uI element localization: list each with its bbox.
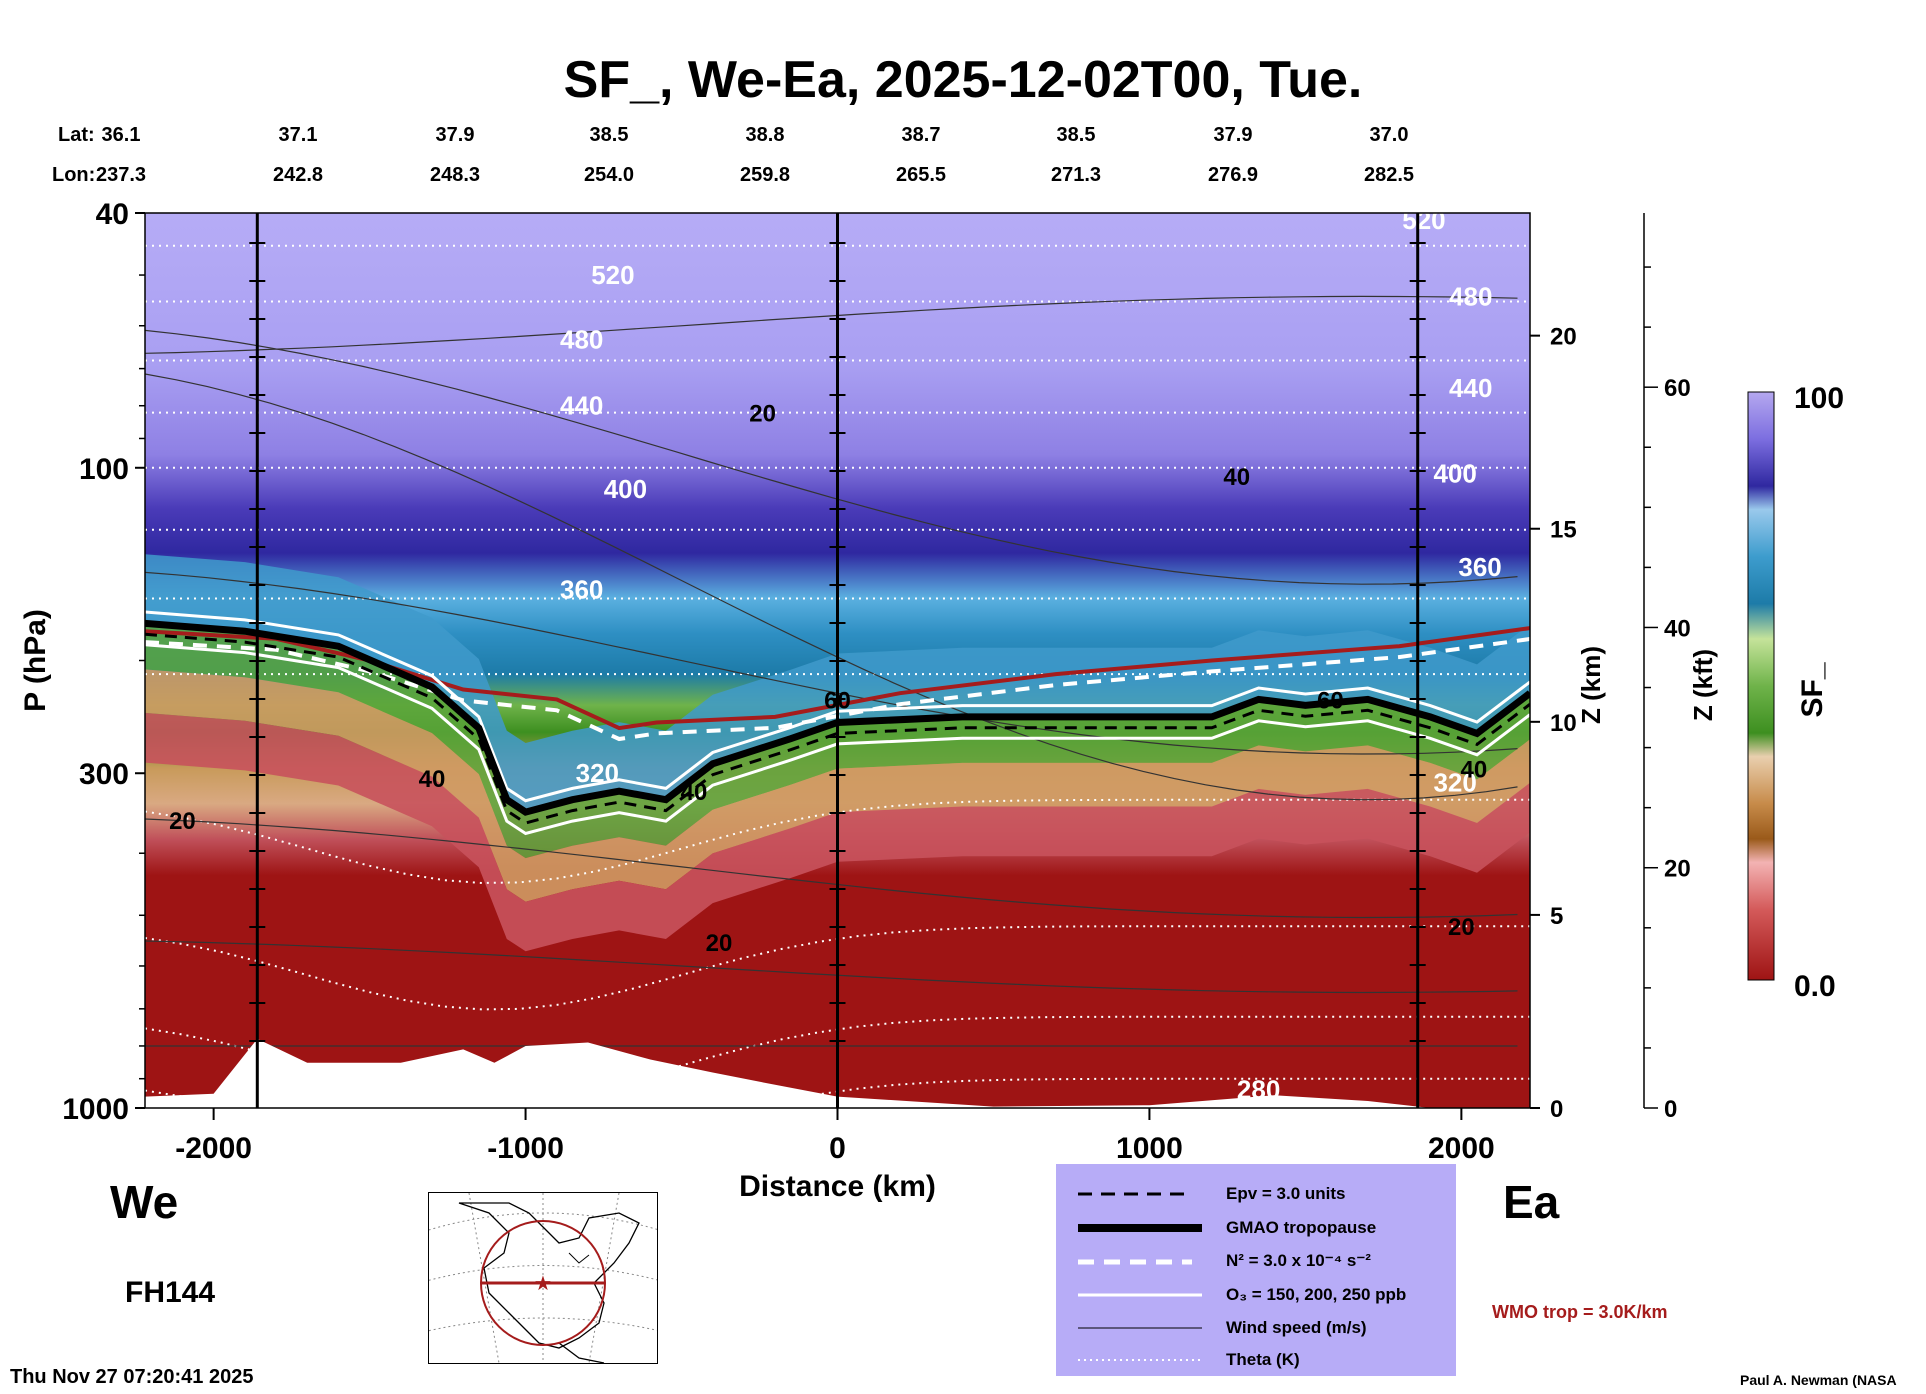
colorbar-min-label: 0.0: [1794, 970, 1836, 1003]
lat-value: 37.0: [1369, 124, 1409, 146]
wmo-trop-label: WMO trop = 3.0K/km: [1492, 1302, 1668, 1322]
forecast-hour: FH144: [125, 1276, 216, 1309]
wind-label: 20: [706, 930, 733, 957]
wind-label: 20: [749, 401, 776, 428]
legend-n2: N² = 3.0 x 10⁻⁴ s⁻²: [1226, 1251, 1371, 1270]
lat-value: 38.5: [1056, 124, 1096, 146]
wind-label: 40: [681, 779, 708, 806]
lon-value: 248.3: [429, 164, 481, 186]
theta-label: 480: [1449, 281, 1492, 311]
legend-swatches: [1078, 1192, 1202, 1361]
legend-gmao: GMAO tropopause: [1226, 1218, 1377, 1237]
lon-value: 242.8: [272, 164, 324, 186]
legend-epv: Epv = 3.0 units: [1226, 1184, 1346, 1203]
theta-label: 360: [560, 575, 603, 605]
lat-value: 38.5: [589, 124, 629, 146]
x-axis-label: Distance (km): [739, 1170, 936, 1203]
timestamp: Thu Nov 27 07:20:41 2025: [10, 1366, 254, 1388]
wind-contour: [145, 818, 1518, 919]
theta-label: 400: [604, 474, 647, 504]
z-km-axis-label: Z (km): [1576, 646, 1606, 724]
lon-value: 254.0: [583, 164, 635, 186]
colorbar-label: SF_: [1796, 662, 1829, 717]
legend: Epv = 3.0 units GMAO tropopause N² = 3.0…: [1056, 1164, 1456, 1376]
theta-label: 480: [560, 324, 603, 354]
inset-map: ★: [428, 1192, 658, 1364]
wind-label: 40: [419, 766, 446, 793]
wind-label: 60: [1317, 687, 1344, 714]
theta-label: 440: [560, 391, 603, 421]
lat-label: Lat:: [58, 124, 95, 146]
east-label: Ea: [1503, 1176, 1560, 1228]
x-tick-label: 2000: [1428, 1132, 1495, 1165]
y-tick-label: 1000: [62, 1093, 129, 1126]
theta-label: 320: [1433, 767, 1476, 797]
theta-label: 320: [576, 758, 619, 788]
z-kft-tick-label: 40: [1664, 615, 1691, 642]
lat-value: 38.8: [745, 124, 785, 146]
west-label: We: [110, 1176, 179, 1228]
svg-text:★: ★: [534, 1273, 552, 1295]
gmao-tropopause-line: [145, 619, 1530, 816]
lat-value: 37.1: [278, 124, 318, 146]
wind-label: 20: [169, 808, 196, 835]
z-kft-axis-label: Z (kft): [1688, 649, 1718, 721]
y-tick-label: 100: [79, 453, 129, 486]
z-kft-tick-label: 0: [1664, 1096, 1677, 1123]
wind-contour: [145, 373, 1518, 801]
z-km-tick-label: 0: [1550, 1096, 1563, 1123]
credit: Paul A. Newman (NASA: [1740, 1372, 1897, 1388]
lat-value: 37.9: [1213, 124, 1253, 146]
wind-contour: [145, 295, 1518, 354]
z-km-tick-label: 15: [1550, 517, 1577, 544]
ozone-line: [145, 643, 1530, 836]
y-tick-label: 300: [79, 758, 129, 791]
z-kft-tick-label: 20: [1664, 856, 1691, 883]
z-km-tick-label: 10: [1550, 710, 1577, 737]
colorbar-max-label: 100: [1794, 382, 1844, 415]
z-km-tick-label: 20: [1550, 324, 1577, 351]
epv-line: [145, 632, 1530, 825]
lon-value: 265.5: [895, 164, 947, 186]
lon-value: 271.3: [1050, 164, 1102, 186]
z-km-tick-label: 5: [1550, 903, 1563, 930]
ozone-line: [145, 610, 1530, 803]
x-tick-label: -1000: [487, 1132, 564, 1165]
y-tick-label: 40: [96, 198, 129, 231]
z-kft-tick-label: 60: [1664, 375, 1691, 402]
wind-label: 20: [1448, 914, 1475, 941]
theta-label: 520: [1402, 205, 1445, 235]
theta-label: 280: [1237, 1074, 1280, 1104]
chart-title: SF_, We-Ea, 2025-12-02T00, Tue.: [563, 51, 1363, 109]
lon-label: Lon:: [52, 164, 96, 186]
legend-o3: O₃ = 150, 200, 250 ppb: [1226, 1285, 1407, 1304]
wind-label: 40: [1223, 464, 1250, 491]
lat-value: 37.9: [435, 124, 475, 146]
x-tick-label: 1000: [1116, 1132, 1183, 1165]
theta-label: 440: [1449, 373, 1492, 403]
wind-contour: [145, 571, 1518, 755]
theta-label: 360: [1458, 552, 1501, 582]
wind-label: 40: [1460, 757, 1487, 784]
lon-value: 237.3: [95, 164, 147, 186]
legend-theta: Theta (K): [1226, 1350, 1300, 1369]
lon-value: 276.9: [1207, 164, 1259, 186]
legend-wind: Wind speed (m/s): [1226, 1318, 1367, 1337]
x-tick-label: 0: [829, 1132, 846, 1165]
x-tick-label: -2000: [175, 1132, 252, 1165]
globe-map-icon: ★: [429, 1193, 657, 1363]
theta-label: 520: [591, 260, 634, 290]
wind-contour: [145, 329, 1518, 585]
lon-value: 259.8: [739, 164, 791, 186]
wind-contour: [145, 940, 1518, 994]
theta-label: 400: [1433, 458, 1476, 488]
y-axis-label: P (hPa): [19, 609, 52, 712]
colorbar: [1747, 391, 1775, 981]
lon-value: 282.5: [1363, 164, 1415, 186]
terrain: [145, 1038, 1530, 1108]
lat-value: 38.7: [901, 124, 941, 146]
lat-value: 36.1: [101, 124, 141, 146]
